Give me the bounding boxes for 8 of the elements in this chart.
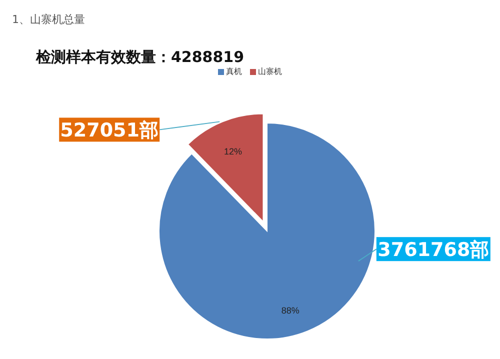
chart-subtitle: 检测样本有效数量：4288819 — [36, 48, 244, 67]
text: 88% — [281, 305, 300, 316]
text: 12% — [224, 146, 242, 157]
data-label: 527051部 — [60, 120, 159, 142]
data-label: 3761768部 — [378, 239, 490, 262]
legend-label: 山寨机 — [257, 66, 282, 77]
legend-label: 真机 — [225, 66, 242, 77]
chart-title: 1、山寨机总量 — [12, 12, 85, 27]
